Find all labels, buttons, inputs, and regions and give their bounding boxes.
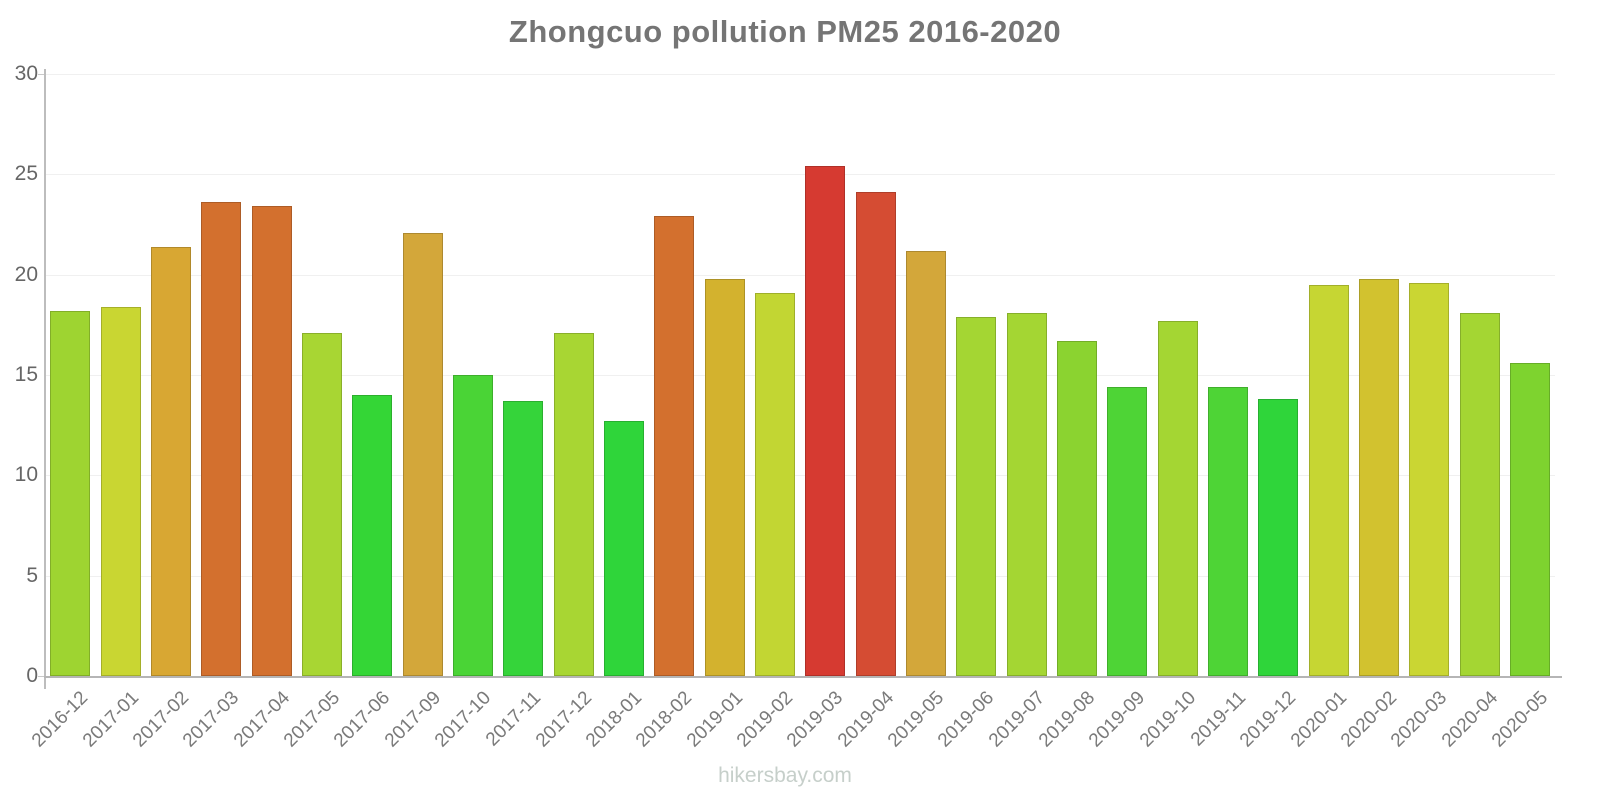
gridline-15 <box>45 375 1555 376</box>
bar-2019-11[interactable] <box>1207 387 1248 676</box>
y-axis-label-15: 15 <box>14 363 38 386</box>
y-axis-label-10: 10 <box>14 463 38 487</box>
bar-2017-01[interactable] <box>100 306 141 676</box>
bar-2020-02[interactable] <box>1358 278 1399 676</box>
x-axis-label-2019-07: 2019-07 <box>984 687 1049 752</box>
watermark: hikersbay.com <box>718 764 852 787</box>
bar-2017-11[interactable] <box>503 401 544 676</box>
x-axis-label-2020-04: 2020-04 <box>1437 687 1502 752</box>
bar-2019-12[interactable] <box>1258 399 1299 676</box>
y-axis-label-25: 25 <box>14 162 38 186</box>
bar-2017-04[interactable] <box>251 206 292 676</box>
bar-2020-04[interactable] <box>1459 312 1500 676</box>
y-axis-tick-0 <box>38 676 45 677</box>
y-axis-label-0: 0 <box>26 664 38 687</box>
bar-2017-12[interactable] <box>553 332 594 676</box>
bar-2018-02[interactable] <box>654 216 695 676</box>
bar-2019-06[interactable] <box>956 316 997 676</box>
x-axis-label-2017-04: 2017-04 <box>229 687 294 752</box>
bar-2019-04[interactable] <box>855 192 896 676</box>
bar-2019-01[interactable] <box>704 278 745 676</box>
bar-2017-03[interactable] <box>201 202 242 676</box>
bar-2019-05[interactable] <box>905 250 946 676</box>
bar-2019-02[interactable] <box>754 292 795 676</box>
bar-2017-09[interactable] <box>402 232 443 676</box>
x-axis-label-2017-12: 2017-12 <box>531 687 596 752</box>
bar-2017-06[interactable] <box>352 395 393 676</box>
bar-2020-01[interactable] <box>1308 284 1349 676</box>
x-axis-label-2019-10: 2019-10 <box>1135 687 1200 752</box>
x-axis-label-2020-01: 2020-01 <box>1286 687 1351 752</box>
y-axis-label-5: 5 <box>26 563 38 587</box>
gridline-30 <box>45 74 1555 75</box>
y-axis-tick-30 <box>38 74 45 75</box>
bar-2017-02[interactable] <box>150 246 191 676</box>
bar-2019-03[interactable] <box>805 166 846 676</box>
bar-2019-10[interactable] <box>1157 320 1198 676</box>
x-axis-label-2019-04: 2019-04 <box>833 687 898 752</box>
x-axis-label-2017-01: 2017-01 <box>78 687 143 752</box>
x-axis-line <box>44 676 1562 678</box>
gridline-20 <box>45 274 1555 276</box>
bar-2020-05[interactable] <box>1509 362 1550 676</box>
bar-2019-09[interactable] <box>1107 387 1148 676</box>
x-axis-label-2016-12: 2016-12 <box>28 687 93 752</box>
bar-2019-08[interactable] <box>1056 340 1097 676</box>
x-axis-label-2017-09: 2017-09 <box>380 687 445 752</box>
bar-2019-07[interactable] <box>1006 312 1047 676</box>
y-axis-line <box>44 69 46 689</box>
y-axis-label-20: 20 <box>14 262 38 286</box>
x-axis-label-2019-01: 2019-01 <box>682 687 747 752</box>
bar-2017-10[interactable] <box>452 375 493 676</box>
bar-2016-12[interactable] <box>50 310 91 676</box>
y-axis-label-30: 30 <box>14 62 38 85</box>
bar-2020-03[interactable] <box>1409 282 1450 676</box>
bar-2018-01[interactable] <box>603 421 644 676</box>
bar-2017-05[interactable] <box>301 332 342 676</box>
gridline-25 <box>45 174 1555 176</box>
chart-title: Zhongcuo pollution PM25 2016-2020 <box>508 14 1062 49</box>
gridline-5 <box>45 575 1555 577</box>
gridline-10 <box>45 475 1555 477</box>
